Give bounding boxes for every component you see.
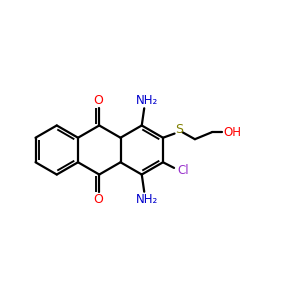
Text: O: O: [93, 193, 103, 206]
Text: S: S: [176, 123, 183, 136]
Text: NH₂: NH₂: [136, 193, 158, 206]
Text: OH: OH: [224, 126, 242, 139]
Text: Cl: Cl: [178, 164, 189, 177]
Text: O: O: [93, 94, 103, 107]
Text: NH₂: NH₂: [136, 94, 158, 107]
